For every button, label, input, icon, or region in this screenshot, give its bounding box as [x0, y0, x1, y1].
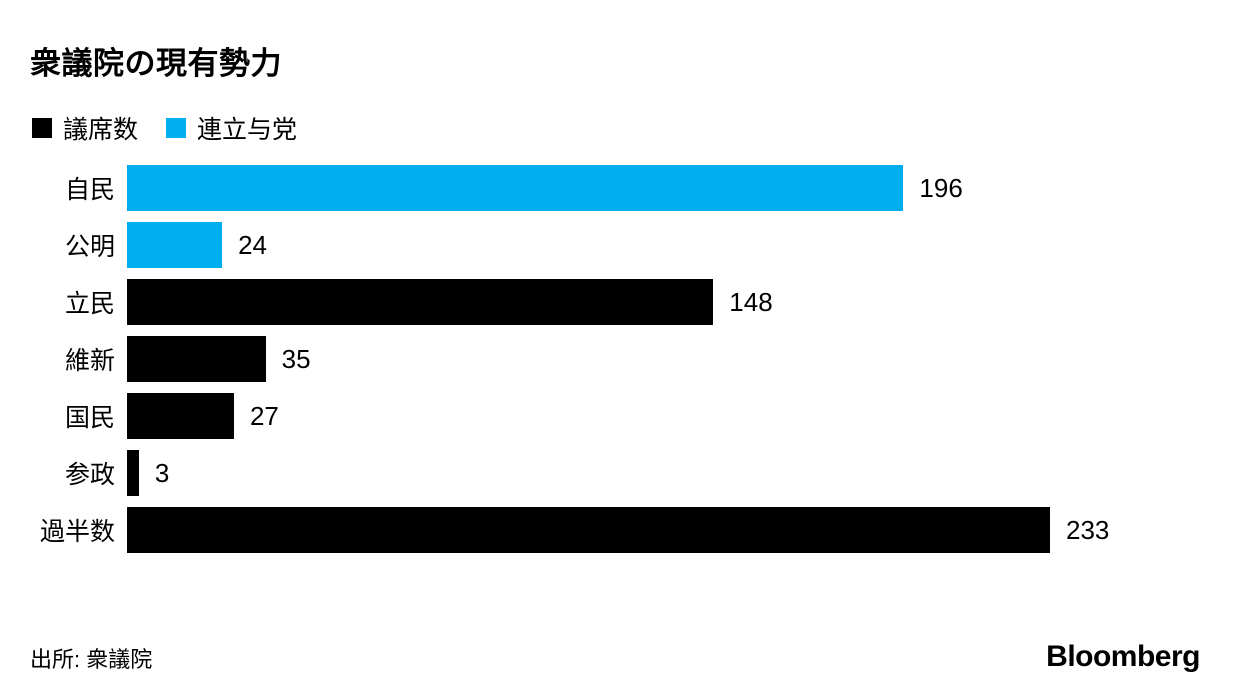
bar-category-label: 立民	[64, 290, 115, 318]
bar-row: 立民 148	[30, 279, 1236, 325]
bar-track: 196	[127, 165, 1050, 211]
legend-swatch-icon	[166, 118, 187, 138]
bar-value-label: 196	[919, 172, 963, 203]
bar-track: 35	[127, 336, 1050, 382]
bar-category-label: 過半数	[39, 518, 115, 546]
bar-row: 参政 3	[30, 450, 1236, 496]
bar-value-label: 3	[154, 457, 170, 488]
bar-category-label: 維新	[64, 347, 115, 375]
legend-label: 議席数	[63, 116, 139, 144]
bar	[127, 450, 139, 496]
bar-category-label: 公明	[64, 233, 115, 261]
chart-title: 衆議院の現有勢力	[30, 46, 282, 81]
bar-row: 維新 35	[30, 336, 1236, 382]
legend-item: 連立与党	[166, 110, 297, 146]
bar	[127, 393, 234, 439]
bar-row: 公明 24	[30, 222, 1236, 268]
bar-row: 国民 27	[30, 393, 1236, 439]
bar-value-label: 27	[249, 400, 279, 431]
bar	[127, 336, 266, 382]
bar-row: 過半数 233	[30, 507, 1236, 553]
bar-rows: 自民 196 公明 24 立民 148 維新 35 国民 27 参政 3 過半数 233	[0, 165, 1236, 553]
bar-value-label: 35	[281, 343, 311, 374]
bar-category-label: 自民	[64, 176, 115, 204]
bar-track: 24	[127, 222, 1050, 268]
legend: 議席数 連立与党	[32, 110, 1236, 146]
bloomberg-logo: Bloomberg	[1046, 640, 1200, 673]
bar-row: 自民 196	[30, 165, 1236, 211]
legend-swatch-icon	[32, 118, 52, 138]
legend-label: 連立与党	[197, 116, 298, 144]
bar-track: 27	[127, 393, 1050, 439]
bar-value-label: 233	[1066, 514, 1110, 545]
legend-item: 議席数	[32, 110, 138, 146]
chart-footer: 出所: 衆議院 Bloomberg	[30, 640, 1200, 674]
bar-category-label: 参政	[64, 461, 115, 489]
bar	[127, 165, 904, 211]
bar-track: 3	[127, 450, 1050, 496]
bar-track: 233	[127, 507, 1109, 553]
bar	[127, 222, 223, 268]
bar	[127, 279, 714, 325]
bar-category-label: 国民	[64, 404, 115, 432]
source-note: 出所: 衆議院	[30, 647, 153, 672]
bar-track: 148	[127, 279, 1050, 325]
bar	[127, 507, 1050, 553]
bar-value-label: 24	[238, 229, 267, 260]
bar-value-label: 148	[729, 286, 773, 317]
